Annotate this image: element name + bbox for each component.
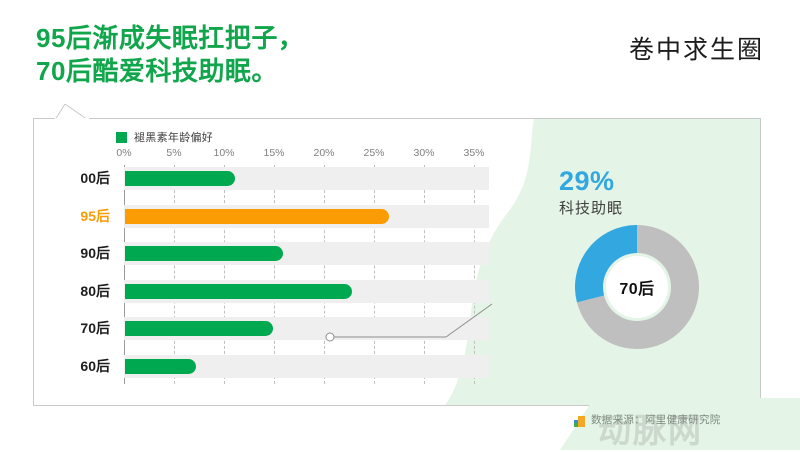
gridline — [174, 165, 175, 384]
y-label-70hou: 70后 — [80, 320, 110, 336]
speech-bubble-notch — [55, 104, 89, 120]
bar-row — [124, 317, 489, 340]
donut-center-label: 70后 — [619, 281, 655, 298]
bar-row — [124, 242, 489, 265]
gridline — [224, 165, 225, 384]
bar-row — [124, 354, 489, 378]
bar-95后 — [125, 208, 389, 224]
bar-80后 — [125, 283, 352, 299]
x-tick-7: 35% — [463, 147, 485, 159]
x-tick-0: 0% — [116, 147, 132, 159]
y-label-95hou: 95后 — [80, 207, 110, 224]
gridline — [374, 165, 375, 384]
y-label-60hou: 60后 — [80, 357, 110, 374]
legend-swatch-icon — [116, 131, 127, 143]
x-tick-2: 10% — [213, 147, 235, 159]
y-label-00hou: 00后 — [80, 170, 110, 186]
bar-00后 — [125, 171, 235, 186]
x-tick-6: 30% — [413, 147, 435, 159]
chart-legend: 褪黑素年龄偏好 — [116, 129, 213, 145]
bar-row-band — [124, 354, 489, 378]
x-tick-1: 5% — [166, 147, 182, 159]
chart-card: 褪黑素年龄偏好 0% 5% 10% 15% 20% 25% 30% 35% 00… — [33, 118, 761, 406]
x-tick-4: 20% — [313, 147, 335, 159]
headline-line-2: 70后酷爱科技助眠。 — [36, 56, 278, 87]
callout-label: 科技助眠 — [559, 200, 624, 217]
bar-chart: 0% 5% 10% 15% 20% 25% 30% 35% 00后 95后 90… — [34, 119, 760, 405]
bar-row — [124, 204, 489, 228]
donut-section: 29% 科技助眠 70后 — [489, 139, 749, 389]
plot-area — [124, 165, 489, 392]
bar-row — [124, 167, 489, 190]
donut-chart: 70后 — [575, 225, 699, 349]
bar-row — [124, 279, 489, 303]
y-axis-line — [124, 165, 125, 384]
source-text: 数据来源：阿里健康研究院 — [591, 414, 721, 426]
x-axis-ticks: 0% 5% 10% 15% 20% 25% 30% 35% — [116, 147, 489, 163]
data-source: 数据来源：阿里健康研究院 — [574, 412, 721, 427]
donut-center: 70后 — [606, 256, 668, 318]
gridline — [324, 165, 325, 384]
x-tick-5: 25% — [363, 147, 385, 159]
page-headline: 95后渐成失眠扛把子， 70后酷爱科技助眠。 — [36, 22, 304, 89]
source-marker-icon — [574, 414, 585, 427]
y-label-80hou: 80后 — [80, 282, 110, 299]
callout-value: 29% — [559, 166, 615, 196]
headline-line-1: 95后渐成失眠扛把子， — [36, 23, 305, 53]
x-tick-3: 15% — [263, 147, 285, 159]
bar-60后 — [125, 358, 196, 374]
bar-70后 — [125, 321, 273, 336]
bar-90后 — [125, 246, 283, 261]
brand-tag: 卷中求生圈 — [628, 36, 764, 64]
y-axis-labels: 00后 95后 90后 80后 70后 60后 — [34, 165, 120, 392]
gridline — [424, 165, 425, 384]
gridline — [274, 165, 275, 384]
legend-label: 褪黑素年龄偏好 — [134, 132, 214, 144]
y-label-90hou: 90后 — [80, 245, 110, 261]
